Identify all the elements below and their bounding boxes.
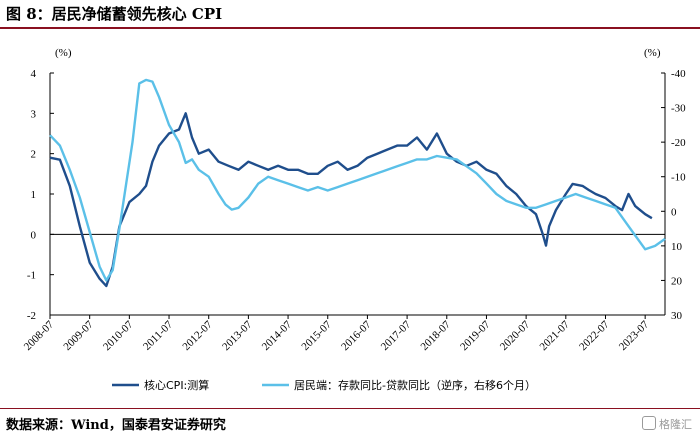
watermark: 格隆汇	[642, 416, 692, 432]
x-tick-label: 2016-07	[339, 318, 374, 353]
x-tick-label: 2010-07	[101, 318, 136, 353]
right-tick-label: -20	[671, 137, 686, 149]
left-tick-label: 3	[31, 108, 37, 120]
x-tick-label: 2020-07	[498, 318, 533, 353]
x-tick-label: 2012-07	[180, 318, 215, 353]
legend-label-1: 核心CPI:测算	[144, 378, 209, 392]
right-tick-label: 20	[671, 275, 683, 287]
x-tick-label: 2009-07	[61, 318, 96, 353]
x-tick-label: 2017-07	[379, 318, 414, 353]
chart-title: 图 8：居民净储蓄领先核心 CPI	[6, 5, 223, 23]
x-tick-label: 2021-07	[538, 318, 573, 353]
x-tick-label: 2008-07	[22, 318, 57, 353]
x-tick-label: 2023-07	[617, 318, 652, 353]
x-tick-label: 2014-07	[260, 318, 295, 353]
source-note: 数据来源：Wind，国泰君安证券研究	[6, 418, 226, 433]
source-divider	[0, 408, 700, 409]
left-tick-label: -2	[27, 310, 36, 322]
x-tick-label: 2018-07	[418, 318, 453, 353]
left-tick-label: 2	[31, 149, 37, 161]
x-tick-label: 2013-07	[220, 318, 255, 353]
right-tick-label: 30	[671, 310, 683, 322]
left-tick-label: -1	[27, 270, 36, 282]
x-tick-label: 2022-07	[577, 318, 612, 353]
title-divider	[0, 27, 700, 29]
right-tick-label: -10	[671, 172, 686, 184]
watermark-text: 格隆汇	[659, 418, 692, 431]
left-tick-label: 4	[31, 68, 37, 80]
left-tick-label: 1	[31, 189, 37, 201]
left-axis-unit: (%)	[55, 47, 72, 59]
right-tick-label: -30	[671, 103, 686, 115]
x-tick-label: 2015-07	[299, 318, 334, 353]
watermark-logo-icon	[642, 416, 656, 430]
left-tick-label: 0	[31, 229, 37, 241]
right-tick-label: -40	[671, 68, 686, 80]
series-line-2	[49, 78, 666, 282]
right-tick-label: 10	[671, 241, 683, 253]
legend-label-2: 居民端：存款同比-贷款同比（逆序，右移6个月）	[294, 378, 536, 392]
x-tick-label: 2011-07	[141, 318, 175, 352]
right-axis-unit: (%)	[644, 47, 661, 59]
right-tick-label: 0	[671, 206, 677, 218]
x-tick-label: 2019-07	[458, 318, 493, 353]
